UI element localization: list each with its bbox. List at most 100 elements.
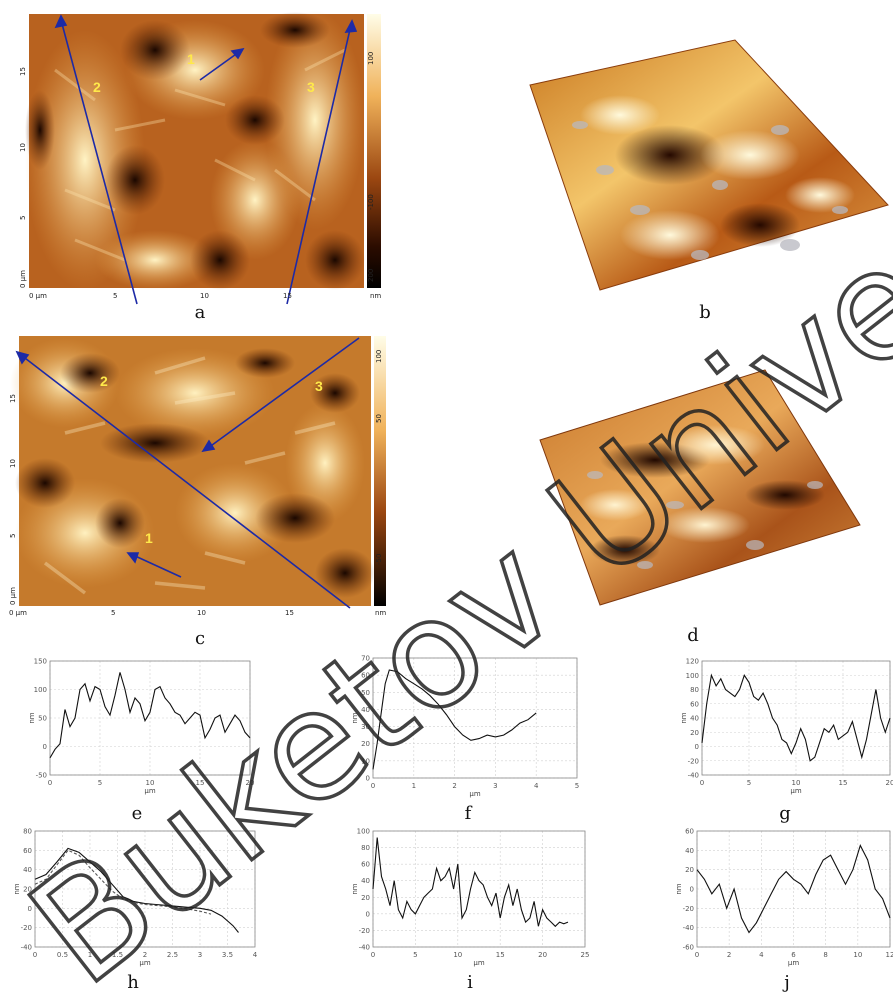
- xtick-j-4: 8: [823, 951, 827, 959]
- xlabel-j: µm: [788, 959, 799, 967]
- cbar-tick-a-1: -100: [367, 194, 375, 210]
- afm-image-a: 1 2 3 0 µm 5 10 15 nm 15 10 5 0 µm 100 -…: [19, 10, 381, 305]
- ytick-h-2: 40: [23, 866, 32, 874]
- ylabel-h: nm: [13, 883, 21, 894]
- ytick-c-0: 15: [9, 394, 17, 403]
- marker-c-2: 2: [100, 373, 108, 389]
- panel-b: [520, 35, 890, 300]
- ytick-j-5: -40: [683, 924, 694, 932]
- xtick-c-0: 0 µm: [9, 609, 27, 617]
- xlabel-e: µm: [144, 787, 155, 795]
- ytick-i-7: -40: [359, 944, 370, 952]
- ytick-c-3: 0 µm: [9, 587, 17, 605]
- ytick-f-2: 50: [361, 689, 370, 697]
- ylabel-f: nm: [351, 712, 359, 723]
- panel-label-d: d: [687, 625, 699, 646]
- cbar-tick-c-1: 50: [375, 414, 383, 423]
- ytick-g-8: -40: [688, 772, 699, 780]
- plot-frame-j: [696, 830, 891, 948]
- series-line-e-0: [49, 672, 251, 759]
- xtick-i-3: 15: [496, 951, 505, 959]
- ytick-f-1: 60: [361, 672, 370, 680]
- xtick-g-4: 20: [886, 779, 893, 787]
- profile-plot-j: 0 2 4 6 8 10 12 60 40 20 0 -20 -40 -60 µm nm: [675, 828, 893, 968]
- xtick-f-0: 0: [371, 782, 375, 790]
- xtick-a-4: nm: [370, 292, 381, 300]
- panel-a: 1 2 3 0 µm 5 10 15 nm 15 10 5 0 µm 100 -…: [15, 10, 387, 310]
- ytick-a-3: 0 µm: [19, 270, 27, 288]
- ytick-j-6: -60: [683, 944, 694, 952]
- ytick-h-5: -20: [21, 924, 32, 932]
- panel-label-h: h: [127, 972, 139, 993]
- ytick-j-3: 0: [690, 886, 694, 894]
- xtick-j-0: 0: [695, 951, 699, 959]
- panel-label-e: e: [131, 803, 143, 824]
- profile-plot-i: 0 5 10 15 20 25 100 80 60 40 20 0 -20 -40 µm nm: [351, 828, 589, 968]
- ytick-j-2: 20: [685, 866, 694, 874]
- plot-frame-i: [372, 830, 586, 948]
- ytick-g-2: 80: [690, 686, 699, 694]
- ytick-e-0: 150: [34, 658, 47, 666]
- afm-3d-d: [539, 369, 861, 606]
- xtick-j-1: 2: [727, 951, 731, 959]
- cbar-tick-a-0: 100: [367, 52, 375, 65]
- ytick-i-3: 40: [361, 877, 370, 885]
- ytick-i-6: -20: [359, 927, 370, 935]
- ytick-i-5: 0: [366, 910, 370, 918]
- xtick-f-4: 4: [534, 782, 539, 790]
- panel-label-b: b: [699, 302, 711, 323]
- ytick-f-0: 70: [361, 655, 370, 663]
- xtick-f-5: 5: [575, 782, 579, 790]
- ytick-f-4: 30: [361, 723, 370, 731]
- xtick-a-2: 10: [200, 292, 209, 300]
- cbar-tick-c-0: 100: [375, 350, 383, 363]
- panel-label-g: g: [779, 803, 791, 824]
- ylabel-j: nm: [675, 883, 683, 894]
- panel-label-c: c: [194, 628, 206, 649]
- xtick-c-4: nm: [375, 609, 386, 617]
- ytick-c-2: 5: [9, 534, 17, 538]
- cbar-tick-c-2: -50: [375, 554, 383, 565]
- ytick-h-0: 80: [23, 828, 32, 836]
- xtick-g-0: 0: [700, 779, 704, 787]
- xtick-g-3: 15: [839, 779, 848, 787]
- ytick-j-4: -20: [683, 905, 694, 913]
- ytick-g-3: 60: [690, 700, 699, 708]
- xlabel-g: µm: [790, 787, 801, 795]
- ytick-a-1: 10: [19, 143, 27, 152]
- ytick-g-6: 0: [695, 743, 699, 751]
- xtick-g-1: 5: [747, 779, 751, 787]
- ytick-e-1: 100: [34, 686, 47, 694]
- profile-plot-g: 0 5 10 15 20 120 100 80 60 40 20 0 -20 -40 µm nm: [680, 658, 893, 796]
- ytick-a-2: 5: [19, 216, 27, 220]
- ytick-a-0: 15: [19, 67, 27, 76]
- ytick-f-3: 40: [361, 706, 370, 714]
- panel-label-j: j: [784, 972, 790, 993]
- panel-c: 2 3 1 0 µm 5 10 15 nm 15 10 5 0 µm 100 5…: [5, 333, 390, 625]
- colorbar-c: [374, 336, 386, 606]
- series-line-j-0: [696, 844, 891, 934]
- xtick-h-1: 0.5: [57, 951, 68, 959]
- afm-image-c: 2 3 1 0 µm 5 10 15 nm 15 10 5 0 µm 100 5…: [9, 336, 386, 617]
- xtick-f-3: 3: [493, 782, 497, 790]
- series-line-h-1: [34, 849, 212, 915]
- xtick-c-2: 10: [197, 609, 206, 617]
- xtick-h-4: 2: [143, 951, 147, 959]
- profile-lines-a: [54, 14, 358, 305]
- xtick-h-3: 1.5: [112, 951, 123, 959]
- profile-plot-f: 0 1 2 3 4 5 70 60 50 40 30 20 10 0 µm nm: [351, 655, 579, 799]
- xtick-f-2: 2: [452, 782, 456, 790]
- profile-plot-h: 0 0.5 1 1.5 2 2.5 3 3.5 4 80 60 40 20 0 -20 -40 µm nm: [13, 828, 258, 968]
- ylabel-e: nm: [28, 712, 36, 723]
- xtick-i-2: 10: [453, 951, 462, 959]
- marker-c-1: 1: [145, 530, 153, 546]
- xtick-j-5: 10: [853, 951, 862, 959]
- panel-label-i: i: [467, 972, 473, 993]
- ytick-g-0: 120: [686, 658, 699, 666]
- ytick-g-7: -20: [688, 757, 699, 765]
- panel-label-a: a: [194, 302, 206, 323]
- ylabel-i: nm: [351, 883, 359, 894]
- afm-3d-b: [529, 39, 889, 291]
- series-line-i-0: [372, 837, 569, 928]
